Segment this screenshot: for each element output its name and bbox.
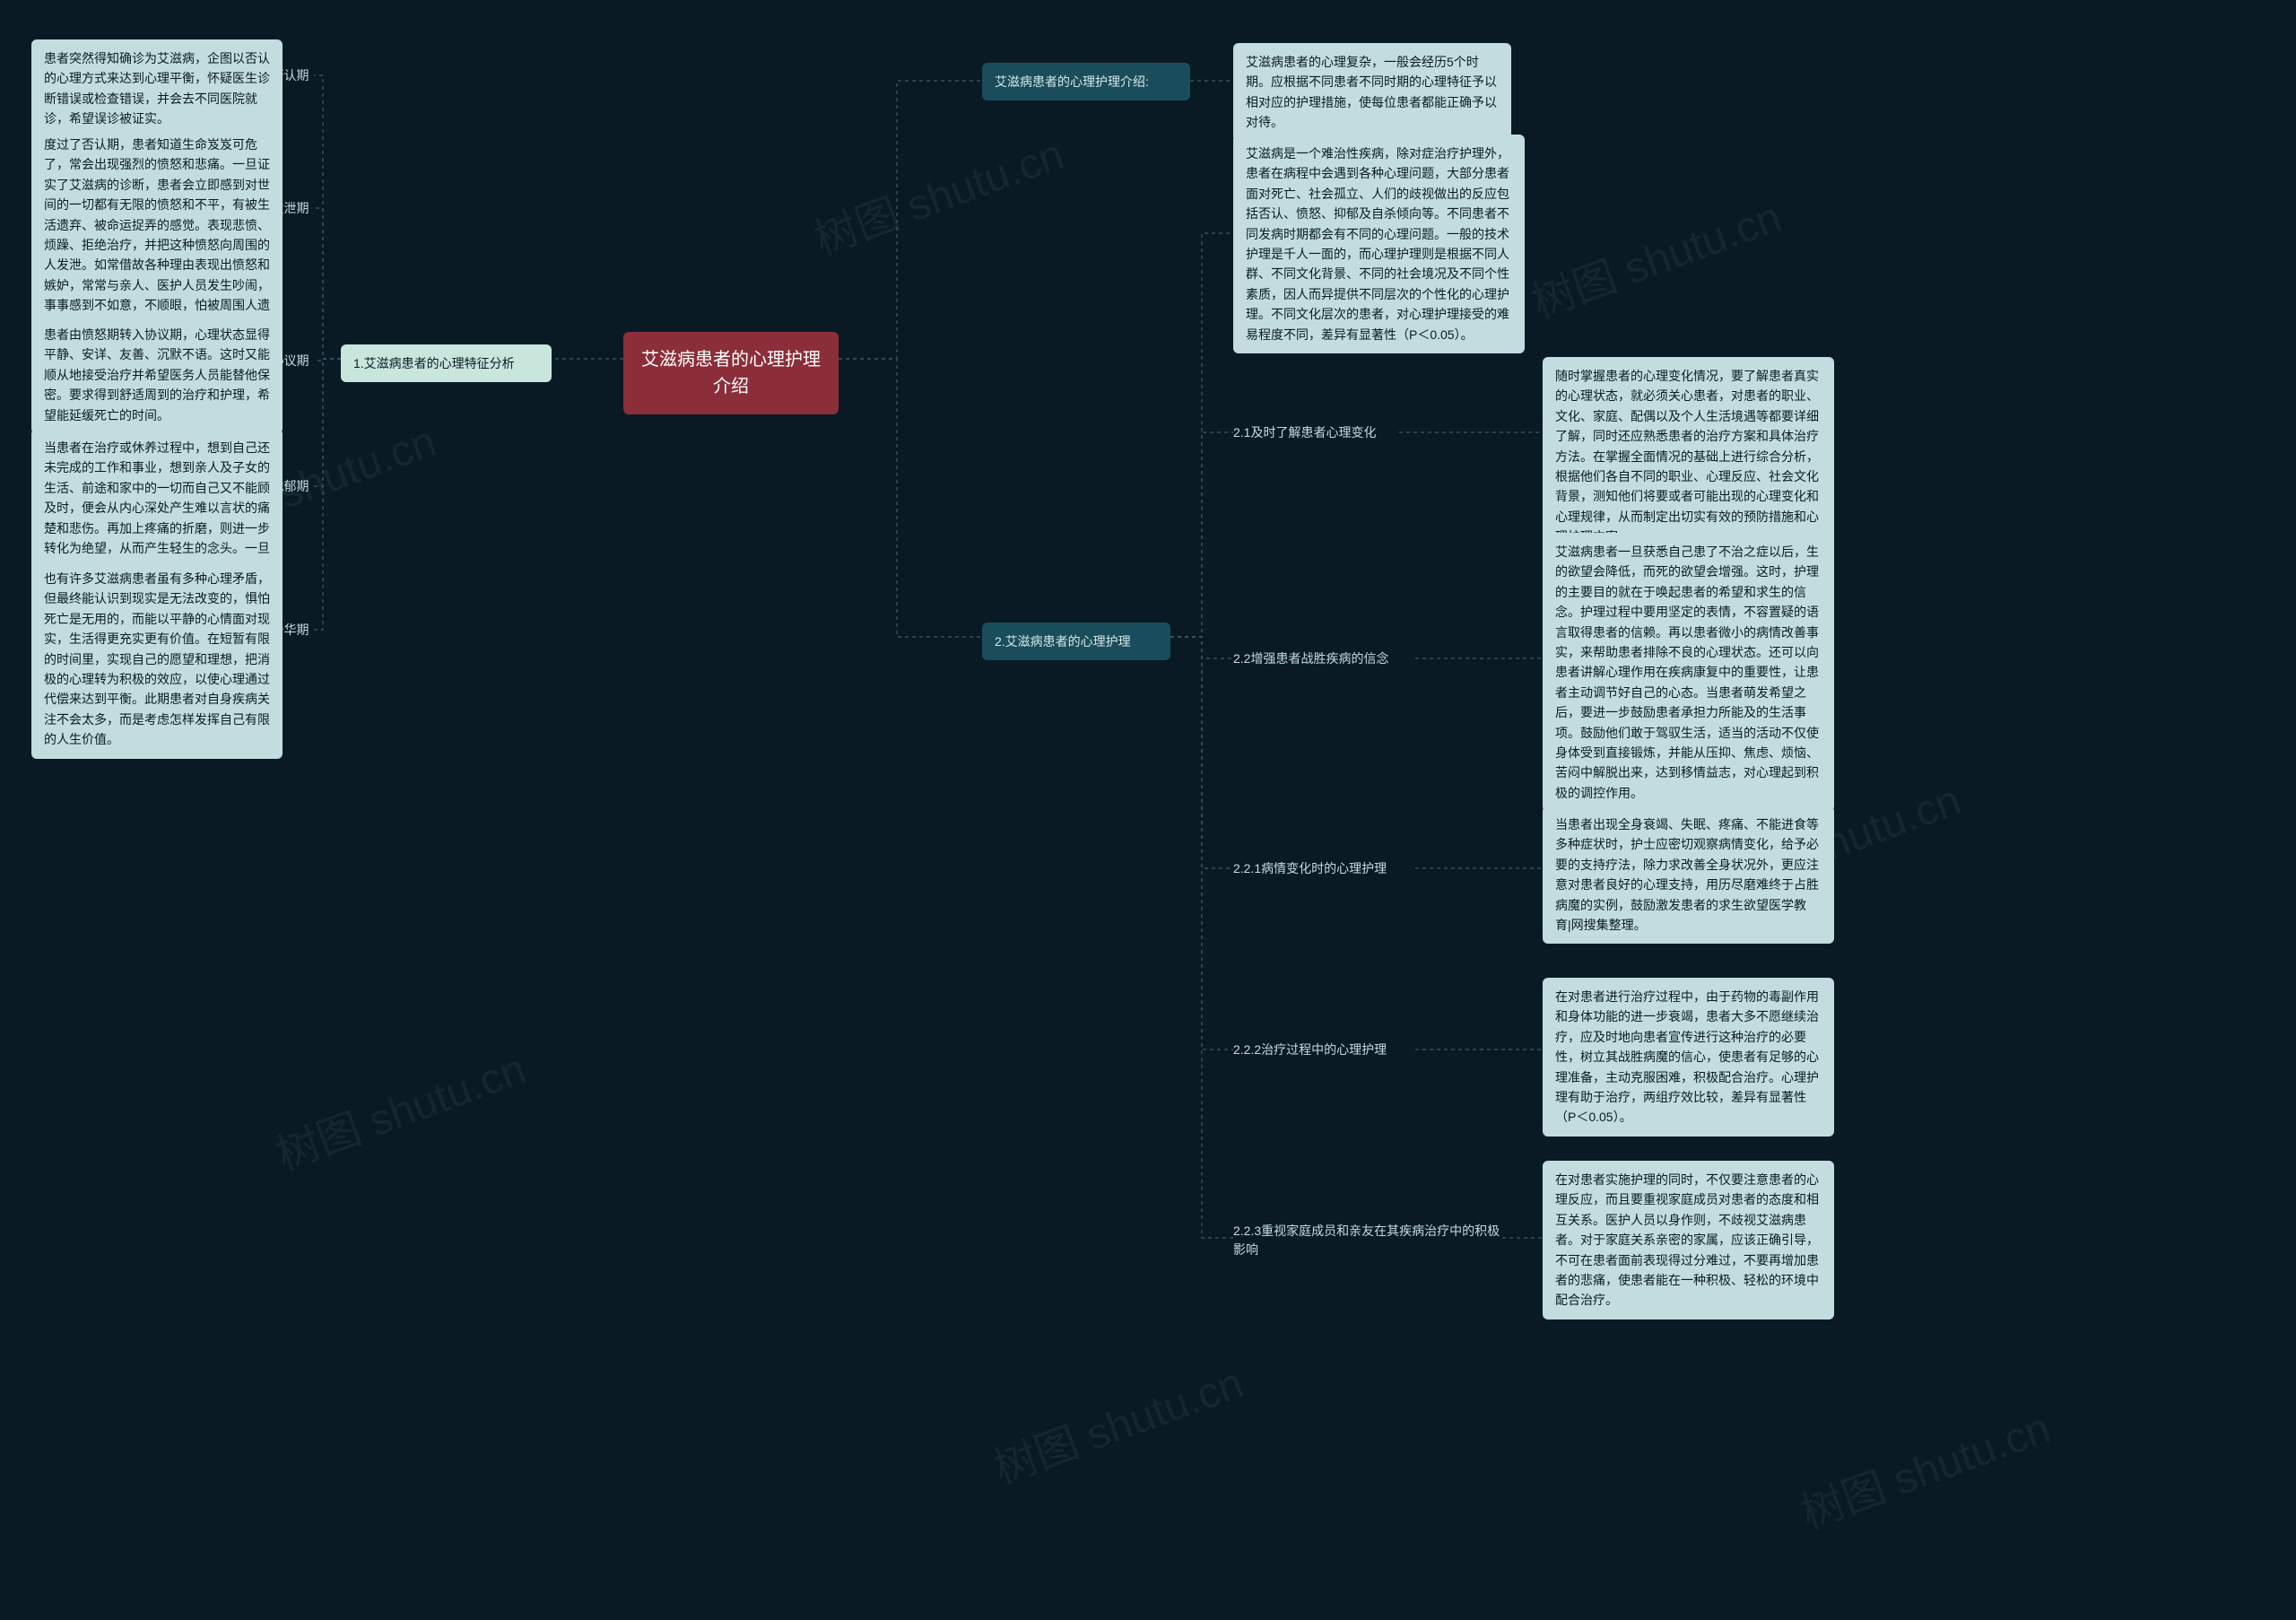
leaf-2-1[interactable]: 随时掌握患者的心理变化情况，要了解患者真实的心理状态，就必须关心患者，对患者的职… (1543, 357, 1834, 556)
branch-1[interactable]: 1.艾滋病患者的心理特征分析 (341, 344, 552, 382)
watermark: 树图 shutu.cn (1522, 181, 1788, 329)
leaf-2-2-1[interactable]: 当患者出现全身衰竭、失眠、疼痛、不能进食等多种症状时，护士应密切观察病情变化，给… (1543, 806, 1834, 944)
leaf-2-2[interactable]: 艾滋病患者一旦获悉自己患了不治之症以后，生的欲望会降低，而死的欲望会增强。这时，… (1543, 533, 1834, 812)
leaf-1-5[interactable]: 也有许多艾滋病患者虽有多种心理矛盾，但最终能认识到现实是无法改变的，惧怕死亡是无… (31, 560, 283, 759)
leaf-2-direct[interactable]: 艾滋病是一个难治性疾病，除对症治疗护理外，患者在病程中会遇到各种心理问题，大部分… (1233, 135, 1525, 353)
label-2-2-1[interactable]: 2.2.1病情变化时的心理护理 (1233, 859, 1387, 878)
leaf-1-1[interactable]: 患者突然得知确诊为艾滋病，企图以否认的心理方式来达到心理平衡，怀疑医生诊断错误或… (31, 39, 283, 138)
label-2-2-2[interactable]: 2.2.2治疗过程中的心理护理 (1233, 1041, 1387, 1059)
label-2-1[interactable]: 2.1及时了解患者心理变化 (1233, 423, 1376, 442)
watermark: 树图 shutu.cn (266, 1033, 533, 1181)
watermark: 树图 shutu.cn (984, 1347, 1250, 1495)
leaf-2-2-2[interactable]: 在对患者进行治疗过程中，由于药物的毒副作用和身体功能的进一步衰竭，患者大多不愿继… (1543, 978, 1834, 1137)
branch-top-right[interactable]: 艾滋病患者的心理护理介绍: (982, 63, 1190, 100)
watermark: 树图 shutu.cn (1791, 1392, 2057, 1540)
leaf-2-2-3[interactable]: 在对患者实施护理的同时，不仅要注意患者的心理反应，而且要重视家庭成员对患者的态度… (1543, 1161, 1834, 1320)
connectors-layer (0, 0, 2296, 1620)
branch-2[interactable]: 2.艾滋病患者的心理护理 (982, 623, 1170, 660)
watermark: 树图 shutu.cn (804, 118, 1071, 266)
label-2-2-3[interactable]: 2.2.3重视家庭成员和亲友在其疾病治疗中的积极影响 (1233, 1222, 1502, 1259)
leaf-top-right[interactable]: 艾滋病患者的心理复杂，一般会经历5个时期。应根据不同患者不同时期的心理特征予以相… (1233, 43, 1511, 142)
label-2-2[interactable]: 2.2增强患者战胜疾病的信念 (1233, 649, 1388, 668)
root-node[interactable]: 艾滋病患者的心理护理介绍 (623, 332, 839, 414)
leaf-1-3[interactable]: 患者由愤怒期转入协议期，心理状态显得平静、安详、友善、沉默不语。这时又能顺从地接… (31, 316, 283, 434)
